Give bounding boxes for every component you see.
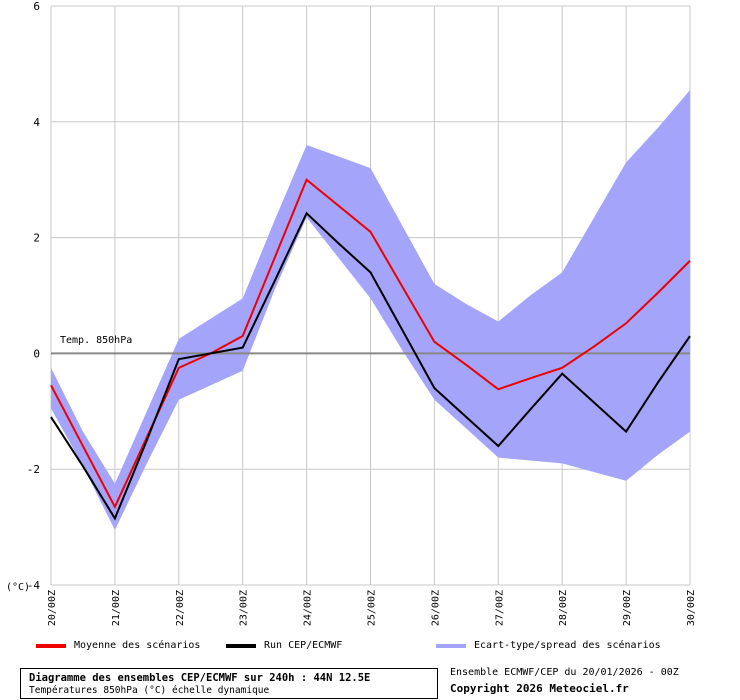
series-lines bbox=[50, 178, 691, 521]
ensemble-run-label: Ensemble ECMWF/CEP du 20/01/2026 - 00Z bbox=[450, 667, 679, 678]
x-tick-label-5: 25/00Z bbox=[367, 590, 378, 626]
y-tick-label-4: 4 bbox=[33, 116, 40, 129]
x-tick-label-9: 29/00Z bbox=[622, 590, 633, 626]
legend-label-spread: Ecart-type/spread des scénarios bbox=[474, 640, 661, 651]
y-tick-label-3: 2 bbox=[33, 232, 40, 245]
legend-swatch-run bbox=[226, 643, 256, 648]
legend-swatch-mean bbox=[36, 643, 66, 648]
chart-legend: Moyenne des scénarios Run CEP/ECMWF Ecar… bbox=[0, 640, 740, 656]
x-tick-label-8: 28/00Z bbox=[558, 590, 569, 626]
x-tick-label-7: 27/00Z bbox=[494, 590, 505, 626]
chart-title: Diagramme des ensembles CEP/ECMWF sur 24… bbox=[29, 672, 371, 684]
x-tick-label-4: 24/00Z bbox=[303, 590, 314, 626]
y-axis-label: (°C) bbox=[6, 582, 30, 593]
x-tick-labels: 20/00Z 21/00Z 22/00Z 23/00Z 24/00Z 25/00Z 26/0… bbox=[47, 590, 697, 626]
x-tick-label-3: 23/00Z bbox=[239, 590, 250, 626]
y-tick-labels: -4 -2 0 2 4 6 bbox=[27, 0, 41, 592]
y-tick-label-5: 6 bbox=[33, 0, 40, 13]
chart-subtitle: Températures 850hPa (°C) échelle dynamiq… bbox=[29, 685, 270, 696]
spread-band-area bbox=[51, 89, 690, 530]
copyright-label: Copyright 2026 Meteociel.fr bbox=[450, 682, 629, 695]
spread-band bbox=[51, 89, 690, 530]
legend-item-run: Run CEP/ECMWF bbox=[226, 640, 342, 651]
legend-swatch-spread bbox=[436, 643, 466, 648]
run-info: Ensemble ECMWF/CEP du 20/01/2026 - 00Z C… bbox=[450, 666, 679, 698]
run-series-line bbox=[50, 211, 691, 521]
y-tick-label-1: -2 bbox=[27, 463, 40, 476]
y-tick-label-0: -4 bbox=[27, 579, 41, 592]
y-tick-label-2: 0 bbox=[33, 347, 40, 360]
x-tick-label-2: 22/00Z bbox=[175, 590, 186, 626]
chart-info-box: Diagramme des ensembles CEP/ECMWF sur 24… bbox=[20, 668, 438, 699]
x-tick-label-10: 30/00Z bbox=[686, 590, 697, 626]
legend-item-mean: Moyenne des scénarios bbox=[36, 640, 200, 651]
x-tick-label-0: 20/00Z bbox=[47, 590, 58, 626]
legend-label-run: Run CEP/ECMWF bbox=[264, 640, 343, 651]
legend-label-mean: Moyenne des scénarios bbox=[74, 640, 201, 651]
reference-line-label: Temp. 850hPa bbox=[60, 335, 132, 346]
x-tick-label-6: 26/00Z bbox=[430, 590, 441, 626]
x-tick-label-1: 21/00Z bbox=[111, 590, 122, 626]
legend-item-spread: Ecart-type/spread des scénarios bbox=[436, 640, 661, 651]
